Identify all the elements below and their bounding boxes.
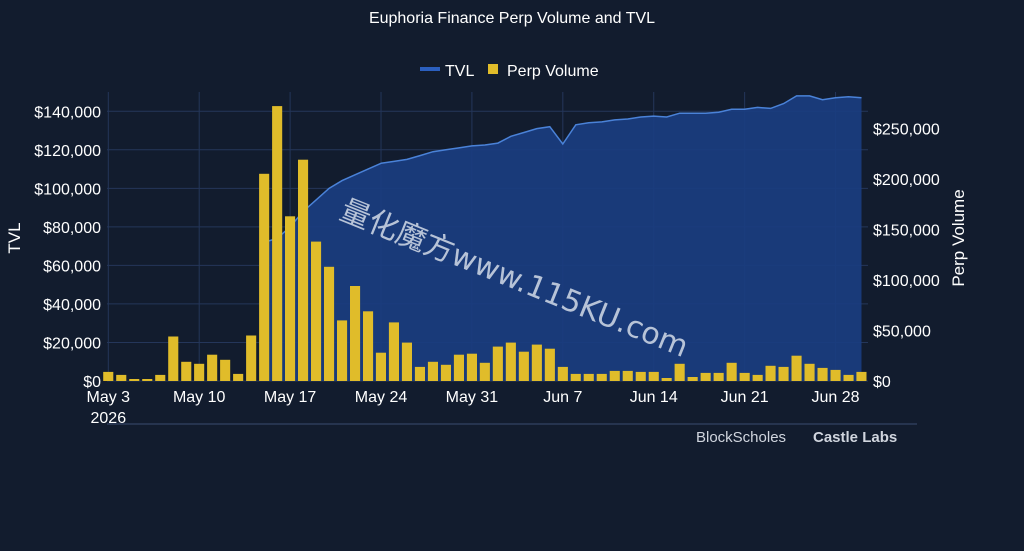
left-tick-label: $60,000 bbox=[43, 258, 101, 275]
volume-bar bbox=[194, 363, 205, 381]
volume-bar bbox=[181, 361, 192, 381]
volume-bar bbox=[726, 362, 737, 381]
right-tick-label: $50,000 bbox=[873, 323, 931, 340]
left-tick-label: $0 bbox=[83, 374, 101, 391]
volume-bar bbox=[544, 348, 555, 381]
volume-bar bbox=[440, 364, 451, 381]
volume-bar bbox=[765, 365, 776, 381]
volume-bar bbox=[674, 363, 685, 381]
volume-bar bbox=[311, 241, 322, 381]
right-axis-title: Perp Volume bbox=[949, 189, 968, 286]
volume-bar bbox=[388, 322, 399, 381]
volume-bar bbox=[272, 106, 283, 381]
tvl-area bbox=[264, 95, 862, 382]
x-tick-label: Jun 21 bbox=[721, 389, 769, 406]
volume-bar bbox=[207, 354, 218, 381]
left-tick-label: $20,000 bbox=[43, 335, 101, 352]
left-tick-label: $120,000 bbox=[34, 143, 101, 160]
volume-bar bbox=[570, 373, 581, 381]
volume-bar bbox=[298, 159, 309, 381]
left-tick-label: $140,000 bbox=[34, 104, 101, 121]
volume-bar bbox=[557, 366, 568, 381]
volume-bar bbox=[103, 371, 114, 381]
left-tick-label: $80,000 bbox=[43, 220, 101, 237]
volume-bar bbox=[583, 373, 594, 381]
volume-bar bbox=[700, 372, 711, 381]
volume-bar bbox=[609, 370, 620, 381]
volume-bar bbox=[752, 374, 763, 381]
right-tick-label: $0 bbox=[873, 374, 891, 391]
volume-bar bbox=[324, 266, 335, 381]
x-tick-label: May 10 bbox=[173, 389, 226, 406]
volume-bar bbox=[791, 355, 802, 381]
volume-bar bbox=[116, 374, 127, 381]
volume-bar bbox=[531, 344, 542, 381]
x-year-label: 2026 bbox=[91, 410, 127, 427]
volume-bar bbox=[739, 372, 750, 381]
volume-bar bbox=[363, 311, 374, 381]
volume-bar bbox=[466, 353, 477, 381]
volume-bar bbox=[492, 346, 503, 381]
x-tick-label: Jun 28 bbox=[812, 389, 860, 406]
right-tick-label: $250,000 bbox=[873, 121, 940, 138]
volume-bar bbox=[830, 369, 841, 381]
volume-bar bbox=[479, 362, 490, 381]
left-axis-title: TVL bbox=[5, 222, 24, 253]
tvl-line bbox=[263, 95, 862, 244]
volume-bar bbox=[337, 320, 348, 381]
legend-tvl-label[interactable]: TVL bbox=[445, 63, 474, 80]
volume-bar bbox=[427, 361, 438, 381]
volume-bars bbox=[103, 106, 867, 381]
volume-bar bbox=[778, 366, 789, 381]
legend-tvl-swatch bbox=[420, 67, 440, 71]
volume-bar bbox=[129, 379, 140, 381]
x-tick-label: May 24 bbox=[355, 389, 408, 406]
x-tick-label: May 17 bbox=[264, 389, 317, 406]
left-tick-label: $100,000 bbox=[34, 181, 101, 198]
volume-bar bbox=[843, 374, 854, 381]
volume-bar bbox=[518, 351, 529, 381]
volume-bar bbox=[246, 335, 257, 381]
volume-bar bbox=[661, 378, 672, 381]
logo-blockscholes: BlockScholes bbox=[696, 429, 786, 446]
volume-bar bbox=[375, 352, 386, 381]
volume-bar bbox=[259, 173, 270, 381]
volume-bar bbox=[713, 372, 724, 381]
volume-bar bbox=[168, 336, 179, 381]
right-tick-label: $200,000 bbox=[873, 172, 940, 189]
tvl-area-layer bbox=[263, 95, 862, 382]
volume-bar bbox=[350, 286, 361, 381]
volume-bar bbox=[622, 370, 633, 381]
legend-volume-swatch bbox=[488, 64, 498, 74]
left-tick-label: $40,000 bbox=[43, 297, 101, 314]
axes: $0 $20,000 $40,000 $60,000 $80,000 $100,000 $1… bbox=[34, 104, 940, 427]
volume-bar bbox=[414, 366, 425, 381]
chart-title: Euphoria Finance Perp Volume and TVL bbox=[369, 10, 655, 27]
volume-bar bbox=[505, 342, 516, 381]
volume-bar bbox=[635, 371, 646, 381]
volume-bar bbox=[856, 371, 867, 381]
volume-bar bbox=[401, 342, 412, 381]
x-tick-label: Jun 7 bbox=[543, 389, 582, 406]
volume-bar bbox=[142, 379, 153, 381]
right-tick-label: $100,000 bbox=[873, 273, 940, 290]
legend[interactable]: TVL Perp Volume bbox=[420, 63, 599, 80]
volume-bar bbox=[233, 373, 244, 381]
x-tick-label: May 31 bbox=[446, 389, 499, 406]
right-tick-label: $150,000 bbox=[873, 222, 940, 239]
volume-bar bbox=[648, 371, 659, 381]
logo-castle-labs: Castle Labs bbox=[813, 429, 897, 446]
x-tick-label: May 3 bbox=[87, 389, 131, 406]
x-tick-label: Jun 14 bbox=[630, 389, 678, 406]
volume-bar bbox=[817, 367, 828, 381]
legend-volume-label[interactable]: Perp Volume bbox=[507, 63, 599, 80]
volume-bar bbox=[453, 354, 464, 381]
volume-bar bbox=[220, 359, 231, 381]
volume-bar bbox=[804, 363, 815, 381]
volume-bar bbox=[285, 216, 296, 381]
volume-bar bbox=[155, 374, 166, 381]
volume-bar bbox=[596, 373, 607, 381]
volume-bar bbox=[687, 377, 698, 381]
